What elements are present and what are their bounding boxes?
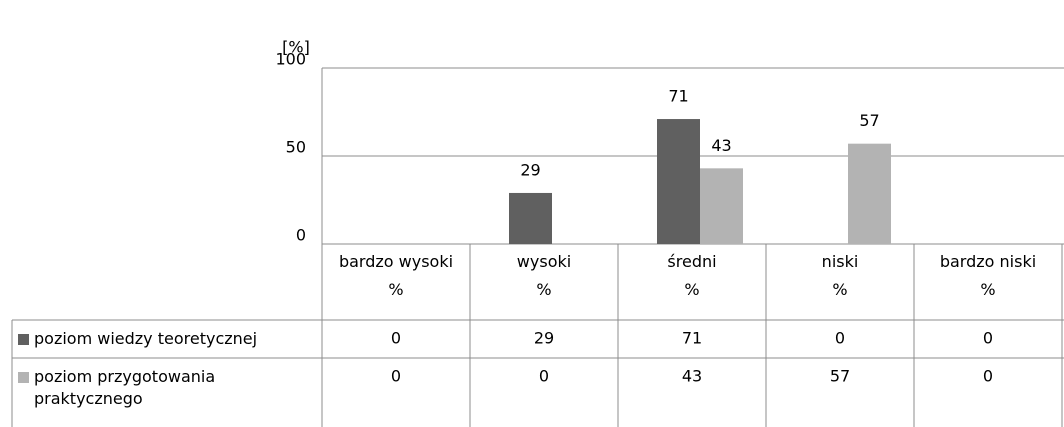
bar bbox=[657, 119, 700, 244]
bar bbox=[509, 192, 552, 244]
table-value: 0 bbox=[539, 367, 549, 386]
table-value: 0 bbox=[983, 367, 993, 386]
y-axis-label: [%] bbox=[282, 38, 310, 57]
table-value: 0 bbox=[983, 329, 993, 348]
legend-swatch bbox=[18, 372, 29, 383]
data-label: 71 bbox=[668, 87, 688, 106]
y-tick-label: 0 bbox=[296, 226, 306, 245]
data-label: 57 bbox=[859, 111, 879, 130]
data-label: 29 bbox=[520, 160, 540, 179]
legend-label: poziom przygotowania praktycznego bbox=[34, 367, 216, 408]
table-value: 43 bbox=[682, 367, 702, 386]
table-value: 29 bbox=[534, 329, 554, 348]
table-value: 0 bbox=[391, 367, 401, 386]
table-value: 57 bbox=[830, 367, 850, 386]
bar bbox=[848, 143, 891, 244]
x-tick-label: średni % bbox=[667, 252, 717, 299]
legend-swatch bbox=[18, 334, 29, 345]
legend-label: poziom wiedzy teoretycznej bbox=[34, 329, 258, 348]
x-tick-label: wysoki % bbox=[516, 252, 572, 299]
table-value: 0 bbox=[391, 329, 401, 348]
bar bbox=[700, 168, 743, 244]
x-tick-label: niski % bbox=[821, 252, 859, 299]
data-label: 43 bbox=[711, 136, 731, 155]
table-value: 0 bbox=[835, 329, 845, 348]
y-tick-label: 50 bbox=[286, 138, 306, 157]
y-tick-label: 100 bbox=[275, 50, 306, 69]
x-tick-label: bardzo wysoki % bbox=[338, 252, 454, 299]
x-tick-label: bardzo niski % bbox=[939, 252, 1037, 299]
table-value: 71 bbox=[682, 329, 702, 348]
